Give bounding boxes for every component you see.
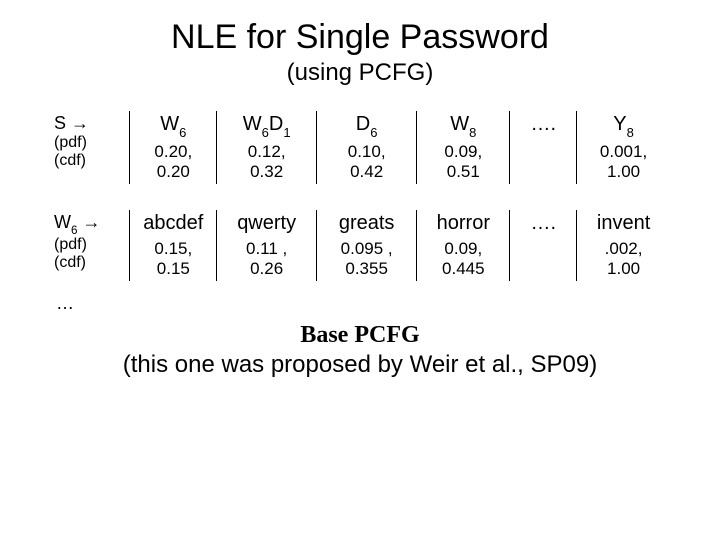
- cdf-value: 0.32: [250, 162, 283, 181]
- row-header-main: S →: [54, 113, 89, 133]
- col-header: qwerty: [217, 210, 317, 237]
- col-header: W8: [417, 111, 510, 140]
- col-header: W6: [130, 111, 217, 140]
- cdf-value: 0.445: [442, 259, 485, 278]
- pdf-value: 0.12,: [248, 142, 286, 161]
- table-row: W6 → (pdf) (cdf) abcdef qwerty greats ho…: [50, 210, 670, 237]
- sym: →: [78, 212, 101, 232]
- col-header: D6: [317, 111, 417, 140]
- pdf-value: 0.09,: [444, 239, 482, 258]
- subscript: 1: [283, 125, 290, 140]
- sym: D: [269, 113, 283, 135]
- subscript: 8: [469, 125, 476, 140]
- attribution-text: (this one was proposed by Weir et al., S…: [30, 351, 690, 379]
- subscript: 8: [627, 125, 634, 140]
- pdf-value: 0.20,: [154, 142, 192, 161]
- pcfg-table-s: S → (pdf) (cdf) W6 W6D1 D6 W8 …. Y8 0.20…: [50, 111, 670, 184]
- cell-empty: [510, 237, 577, 281]
- subscript: 6: [179, 125, 186, 140]
- col-header: W6D1: [217, 111, 317, 140]
- col-header: abcdef: [130, 210, 217, 237]
- cdf-value: 0.26: [250, 259, 283, 278]
- col-header: greats: [317, 210, 417, 237]
- sym: Y: [613, 113, 626, 135]
- cell: .002,1.00: [577, 237, 670, 281]
- row-header: W6 → (pdf) (cdf): [50, 210, 130, 281]
- col-header-ellipsis: ….: [510, 111, 577, 140]
- pdf-value: 0.001,: [600, 142, 647, 161]
- cdf-value: 0.51: [447, 162, 480, 181]
- pdf-value: .002,: [605, 239, 643, 258]
- pdf-value: 0.10,: [348, 142, 386, 161]
- col-header: Y8: [577, 111, 670, 140]
- cell: 0.001,1.00: [577, 140, 670, 184]
- cdf-value: 0.20: [157, 162, 190, 181]
- cell: 0.09,0.51: [417, 140, 510, 184]
- row-header-main: W6 →: [54, 212, 101, 232]
- pdf-value: 0.15,: [154, 239, 192, 258]
- subscript: 6: [370, 125, 377, 140]
- row-header: S → (pdf) (cdf): [50, 111, 130, 184]
- row-header-sub: (pdf): [54, 236, 125, 254]
- cell-empty: [510, 140, 577, 184]
- col-header-ellipsis: ….: [510, 210, 577, 237]
- sym: W: [54, 212, 71, 232]
- row-header-sub: (cdf): [54, 254, 125, 272]
- subscript: 6: [71, 224, 78, 237]
- pcfg-table-w6: W6 → (pdf) (cdf) abcdef qwerty greats ho…: [50, 210, 670, 281]
- slide-subtitle: (using PCFG): [30, 59, 690, 87]
- cdf-value: 1.00: [607, 259, 640, 278]
- base-pcfg-label: Base PCFG: [30, 322, 690, 349]
- table-row: 0.15,0.15 0.11 ,0.26 0.095 ,0.355 0.09,0…: [50, 237, 670, 281]
- table-row: 0.20,0.20 0.12,0.32 0.10,0.42 0.09,0.51 …: [50, 140, 670, 184]
- table-row: S → (pdf) (cdf) W6 W6D1 D6 W8 …. Y8: [50, 111, 670, 140]
- cdf-value: 0.15: [157, 259, 190, 278]
- pdf-value: 0.09,: [444, 142, 482, 161]
- cell: 0.15,0.15: [130, 237, 217, 281]
- pdf-value: 0.11 ,: [246, 239, 287, 258]
- col-header: horror: [417, 210, 510, 237]
- cell: 0.11 ,0.26: [217, 237, 317, 281]
- slide-title: NLE for Single Password: [30, 18, 690, 57]
- sym: W: [450, 113, 469, 135]
- cell: 0.12,0.32: [217, 140, 317, 184]
- cell: 0.09,0.445: [417, 237, 510, 281]
- sym: W: [160, 113, 179, 135]
- cdf-value: 0.355: [345, 259, 388, 278]
- cdf-value: 1.00: [607, 162, 640, 181]
- tables-area: S → (pdf) (cdf) W6 W6D1 D6 W8 …. Y8 0.20…: [30, 111, 690, 314]
- row-header-sub: (cdf): [54, 152, 125, 170]
- cell: 0.095 ,0.355: [317, 237, 417, 281]
- sym: W: [243, 113, 262, 135]
- cell: 0.20,0.20: [130, 140, 217, 184]
- cdf-value: 0.42: [350, 162, 383, 181]
- row-header-sub: (pdf): [54, 134, 125, 152]
- cell: 0.10,0.42: [317, 140, 417, 184]
- subscript: 6: [262, 125, 269, 140]
- col-header: invent: [577, 210, 670, 237]
- continuation-ellipsis: …: [50, 293, 670, 314]
- sym: D: [356, 113, 370, 135]
- pdf-value: 0.095 ,: [341, 239, 393, 258]
